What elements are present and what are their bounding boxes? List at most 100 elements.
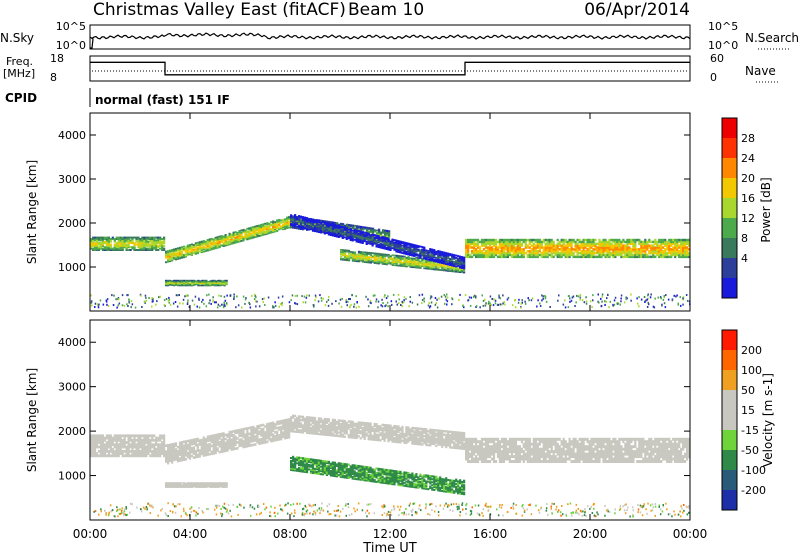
heatmap-cell (453, 254, 455, 256)
heatmap-cell (131, 237, 133, 239)
heatmap-cell (382, 302, 384, 304)
heatmap-cell (425, 250, 427, 252)
heatmap-cell (539, 254, 541, 257)
heatmap-cell (127, 305, 129, 307)
heatmap-cell (177, 294, 179, 296)
heatmap-cell (402, 305, 404, 307)
heatmap-cell (656, 241, 658, 244)
heatmap-cell (648, 303, 650, 305)
heatmap-cell (648, 256, 650, 259)
heatmap-cell (366, 252, 368, 254)
heatmap-cell (356, 230, 358, 232)
heatmap-cell (355, 295, 357, 297)
heatmap-cell (636, 239, 638, 242)
heatmap-cell (515, 239, 517, 242)
heatmap-cell (374, 234, 376, 236)
heatmap-cell (376, 240, 378, 242)
heatmap-cell (130, 249, 132, 251)
heatmap-cell (451, 303, 453, 305)
heatmap-cell (664, 295, 666, 297)
heatmap-cell (565, 306, 567, 308)
heatmap-cell (447, 253, 449, 255)
heatmap-cell (163, 248, 165, 250)
heatmap-cell (522, 299, 524, 301)
heatmap-cell (528, 299, 530, 301)
heatmap-cell (219, 236, 221, 238)
heatmap-cell (122, 450, 124, 453)
heatmap-cell (391, 239, 393, 241)
heatmap-cell (215, 434, 217, 437)
heatmap-cell (493, 248, 495, 251)
heatmap-cell (650, 294, 652, 296)
heatmap-cell (254, 236, 256, 238)
heatmap-cell (151, 434, 153, 437)
heatmap-cell (278, 219, 280, 221)
heatmap-cell (187, 299, 189, 301)
heatmap-cell (238, 230, 240, 232)
heatmap-cell (444, 303, 446, 305)
heatmap-cell (622, 239, 624, 242)
heatmap-cell (270, 228, 272, 230)
heatmap-cell (419, 246, 421, 248)
heatmap-cell (223, 306, 225, 308)
heatmap-cell (332, 233, 334, 235)
heatmap-cell (505, 239, 507, 242)
heatmap-cell (100, 434, 102, 437)
heatmap-cell (610, 252, 612, 255)
colorbar-tick-label: 24 (741, 152, 755, 165)
heatmap-cell (348, 253, 350, 255)
heatmap-cell (380, 243, 382, 245)
y-tick-label: 2000 (58, 217, 86, 230)
heatmap-cell (615, 297, 617, 299)
heatmap-cell (604, 254, 606, 257)
heatmap-cell (415, 253, 417, 255)
heatmap-cell (614, 299, 616, 301)
heatmap-cell (352, 230, 354, 232)
heatmap-cell (184, 295, 186, 297)
colorbar-segment (722, 158, 737, 178)
heatmap-cell (92, 434, 94, 437)
heatmap-cell (473, 296, 475, 298)
heatmap-cell (234, 436, 236, 439)
heatmap-cell (302, 226, 304, 228)
heatmap-cell (206, 305, 208, 307)
heatmap-cell (423, 260, 425, 262)
heatmap-cell (396, 301, 398, 303)
heatmap-cell (497, 241, 499, 244)
heatmap-cell (143, 434, 145, 437)
noise-right-label: N.Search (745, 31, 799, 45)
heatmap-cell (512, 304, 514, 306)
heatmap-cell (312, 227, 314, 229)
heatmap-cell (98, 446, 100, 449)
heatmap-cell (108, 434, 110, 437)
heatmap-cell (471, 246, 473, 249)
heatmap-cell (561, 244, 563, 247)
heatmap-cell (514, 300, 516, 302)
heatmap-cell (137, 434, 139, 437)
heatmap-cell (558, 294, 560, 296)
heatmap-cell (443, 265, 445, 267)
heatmap-cell (429, 306, 431, 308)
heatmap-cell (189, 253, 191, 255)
heatmap-cell (338, 225, 340, 227)
heatmap-cell (185, 246, 187, 248)
heatmap-cell (539, 303, 541, 305)
heatmap-cell (576, 295, 578, 297)
heatmap-cell (499, 239, 501, 242)
heatmap-cell (352, 225, 354, 227)
heatmap-cell (687, 300, 689, 302)
heatmap-cell (296, 226, 298, 228)
heatmap-cell (504, 304, 506, 306)
heatmap-cell (441, 257, 443, 259)
heatmap-cell (346, 255, 348, 257)
heatmap-cell (457, 258, 459, 260)
heatmap-cell (594, 239, 596, 242)
heatmap-cell (96, 434, 98, 437)
heatmap-cell (236, 429, 238, 432)
heatmap-cell (290, 214, 292, 216)
heatmap-cell (195, 280, 197, 281)
heatmap-cell (302, 216, 304, 218)
heatmap-cell (446, 304, 448, 306)
heatmap-cell (163, 434, 165, 437)
heatmap-cell (244, 230, 246, 232)
